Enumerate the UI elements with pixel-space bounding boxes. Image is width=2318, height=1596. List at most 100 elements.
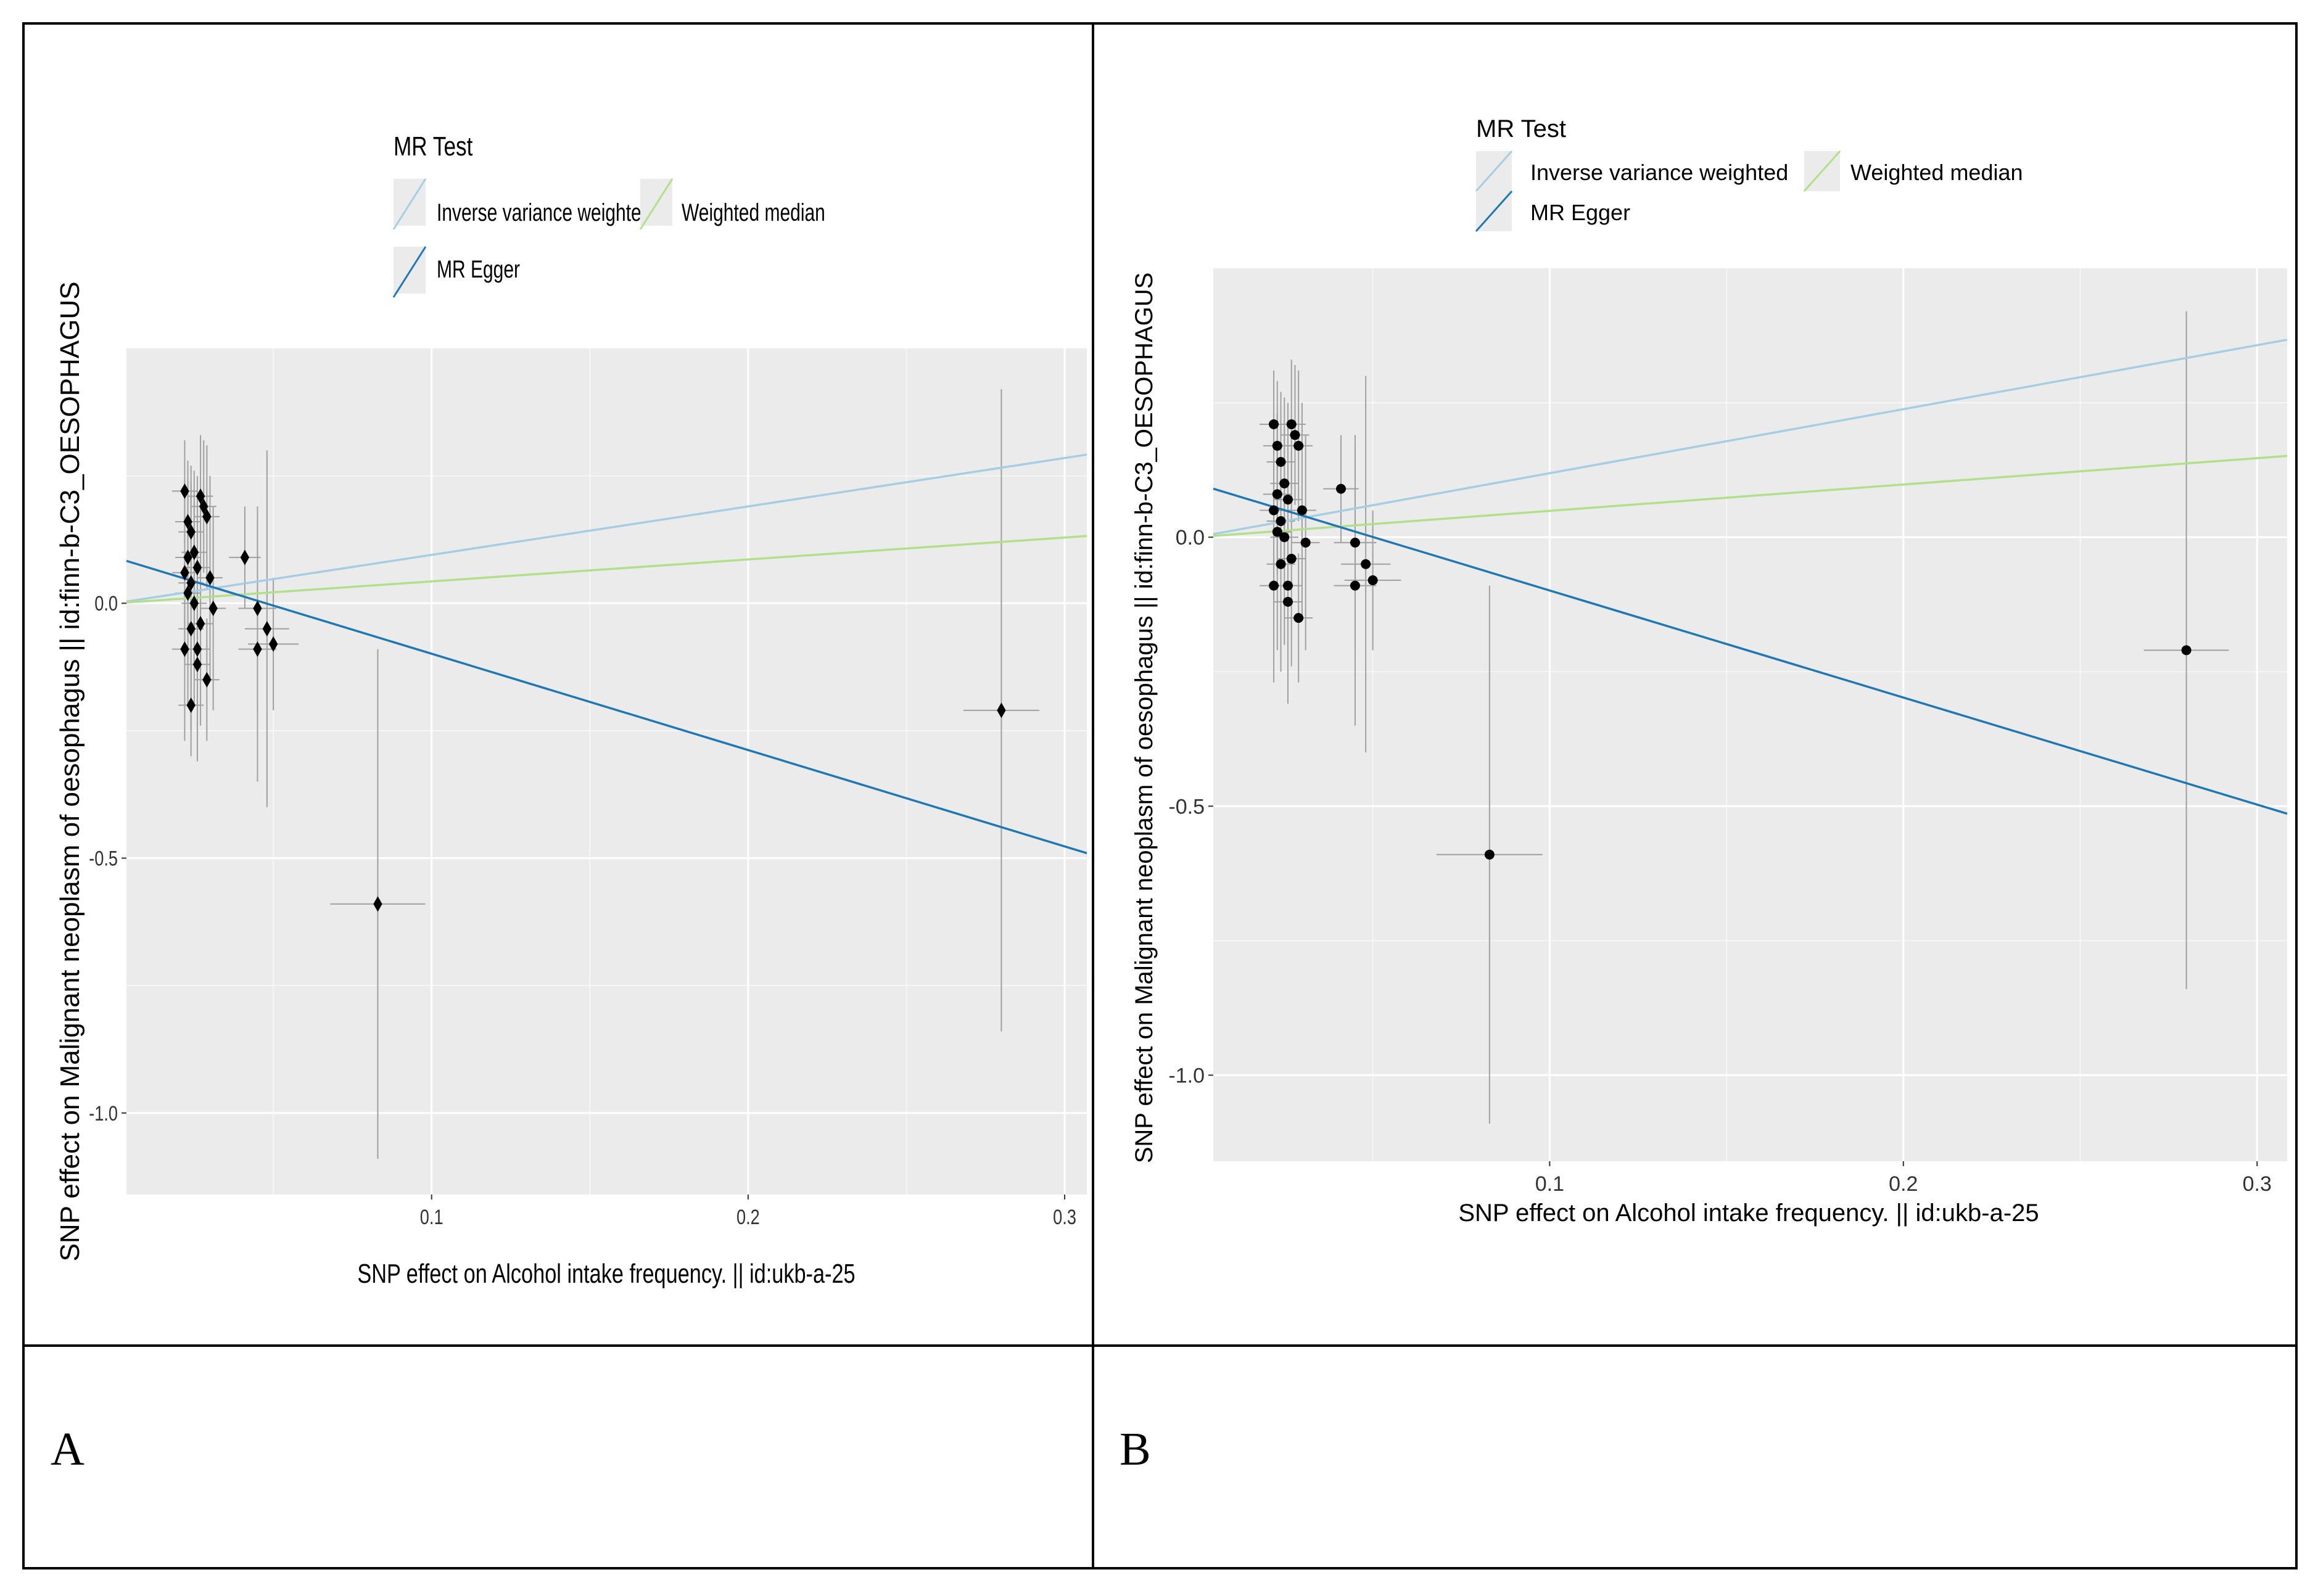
x-axis-label: SNP effect on Alcohol intake frequency. … (357, 1259, 855, 1289)
snp-point (208, 600, 218, 617)
grid-lines (126, 348, 1087, 1195)
snp-point (262, 620, 272, 637)
legend-line-ivw (392, 178, 427, 230)
legend-key-mr-egger (392, 246, 427, 298)
snp-point (1282, 580, 1293, 591)
legend-line-ivw (1475, 150, 1513, 192)
snp-point (1286, 554, 1297, 564)
legend-title: MR Test (394, 131, 472, 162)
snp-point (199, 498, 208, 514)
y-axis-label: SNP effect on Malignant neoplasm of oeso… (1131, 273, 1158, 1164)
regression-lines (126, 453, 1087, 855)
snp-point (1276, 559, 1286, 569)
grid-lines (1213, 268, 2287, 1161)
y-tick-label: -1.0 (1168, 1064, 1205, 1087)
snp-point (1272, 527, 1282, 537)
x-axis-label: SNP effect on Alcohol intake frequency. … (1458, 1199, 2039, 1227)
snp-point (268, 636, 278, 652)
snp-point (1279, 478, 1290, 488)
snp-point (180, 641, 189, 657)
snp-point (189, 595, 199, 611)
snp-point (1269, 505, 1279, 516)
legend-key-weighted-median (639, 178, 674, 230)
snp-point (189, 545, 199, 561)
snp-point (1282, 495, 1293, 505)
snp-point (240, 549, 250, 566)
snp-point (192, 641, 202, 657)
axis-ticks: 0.1 0.2 0.3 0.0 -0.5 -1.0 (89, 591, 1076, 1228)
panel-b-letter: B (1120, 1423, 1151, 1475)
plot-background (1213, 268, 2287, 1161)
legend-key-ivw (1475, 150, 1513, 192)
snp-point (1282, 596, 1293, 607)
snp-point (1276, 516, 1286, 526)
x-tick-label: 0.3 (1053, 1205, 1076, 1229)
snp-point (1297, 505, 1307, 516)
snp-point (192, 559, 202, 575)
panel-a-chart: MR Test Inverse variance weighted Weight… (55, 131, 1087, 1289)
snp-point (1269, 419, 1279, 429)
snp-point (183, 585, 192, 601)
snp-point (1484, 849, 1495, 860)
line-inverse-variance-weighted (126, 453, 1087, 603)
x-tick-label: 0.1 (420, 1205, 443, 1229)
figure-table-border (22, 22, 2298, 1569)
panel-a-letter: A (51, 1423, 85, 1475)
line-mr-egger (126, 559, 1087, 855)
legend-label-mr-egger: MR Egger (437, 256, 520, 283)
snp-point (202, 672, 212, 688)
plot-background (126, 348, 1087, 1195)
legend-key-ivw (392, 178, 427, 230)
x-tick-label: 0.2 (1889, 1172, 1918, 1196)
regression-lines (1213, 339, 2288, 815)
snp-point (1290, 430, 1300, 440)
data-points (1269, 419, 2192, 860)
legend-key-mr-egger (1475, 191, 1513, 232)
legend-label-weighted-median: Weighted median (682, 199, 825, 226)
snp-point (1361, 559, 1371, 569)
snp-point (192, 656, 202, 673)
legend-label-ivw: Inverse variance weighted (437, 199, 651, 226)
snp-point (205, 570, 215, 586)
snp-point (186, 697, 196, 714)
y-tick-label: -0.5 (1168, 795, 1205, 818)
snp-point (196, 488, 205, 504)
y-axis-label: SNP effect on Malignant neoplasm of oeso… (55, 282, 85, 1262)
snp-point (180, 483, 189, 500)
snp-point (253, 641, 262, 657)
snp-point (1272, 440, 1282, 451)
x-tick-label: 0.2 (736, 1205, 760, 1229)
snp-point (1269, 580, 1279, 591)
snp-point (180, 565, 189, 581)
snp-point (196, 615, 205, 631)
snp-point (202, 509, 212, 525)
legend-label-mr-egger: MR Egger (1530, 200, 1630, 225)
snp-point (1286, 419, 1297, 429)
snp-point (1279, 532, 1290, 543)
snp-point (1350, 580, 1360, 591)
snp-point (186, 620, 196, 637)
snp-point (997, 702, 1006, 718)
snp-point (1350, 537, 1360, 548)
legend-title: MR Test (1476, 115, 1566, 142)
y-tick-label: 0.0 (1176, 526, 1205, 549)
snp-point (253, 600, 262, 617)
line-mr-egger (1213, 487, 2288, 815)
x-tick-label: 0.3 (2243, 1172, 2272, 1196)
snp-point (1272, 489, 1282, 500)
line-weighted-median (1213, 455, 2288, 537)
snp-point (373, 896, 382, 912)
y-tick-label: 0.0 (94, 591, 118, 615)
snp-point (186, 524, 196, 540)
legend-line-mr-egger (392, 246, 427, 298)
legend-line-mr-egger (1475, 191, 1513, 232)
y-tick-label: -0.5 (89, 847, 118, 871)
line-inverse-variance-weighted (1213, 339, 2288, 535)
snp-point (186, 575, 196, 591)
legend-label-ivw: Inverse variance weighted (1530, 160, 1788, 185)
legend: MR Test Inverse variance weighted Weight… (1475, 115, 2023, 232)
y-tick-label: -1.0 (89, 1101, 118, 1125)
snp-point (1293, 440, 1304, 451)
legend-key-weighted-median (1803, 150, 1841, 192)
snp-point (183, 514, 192, 530)
